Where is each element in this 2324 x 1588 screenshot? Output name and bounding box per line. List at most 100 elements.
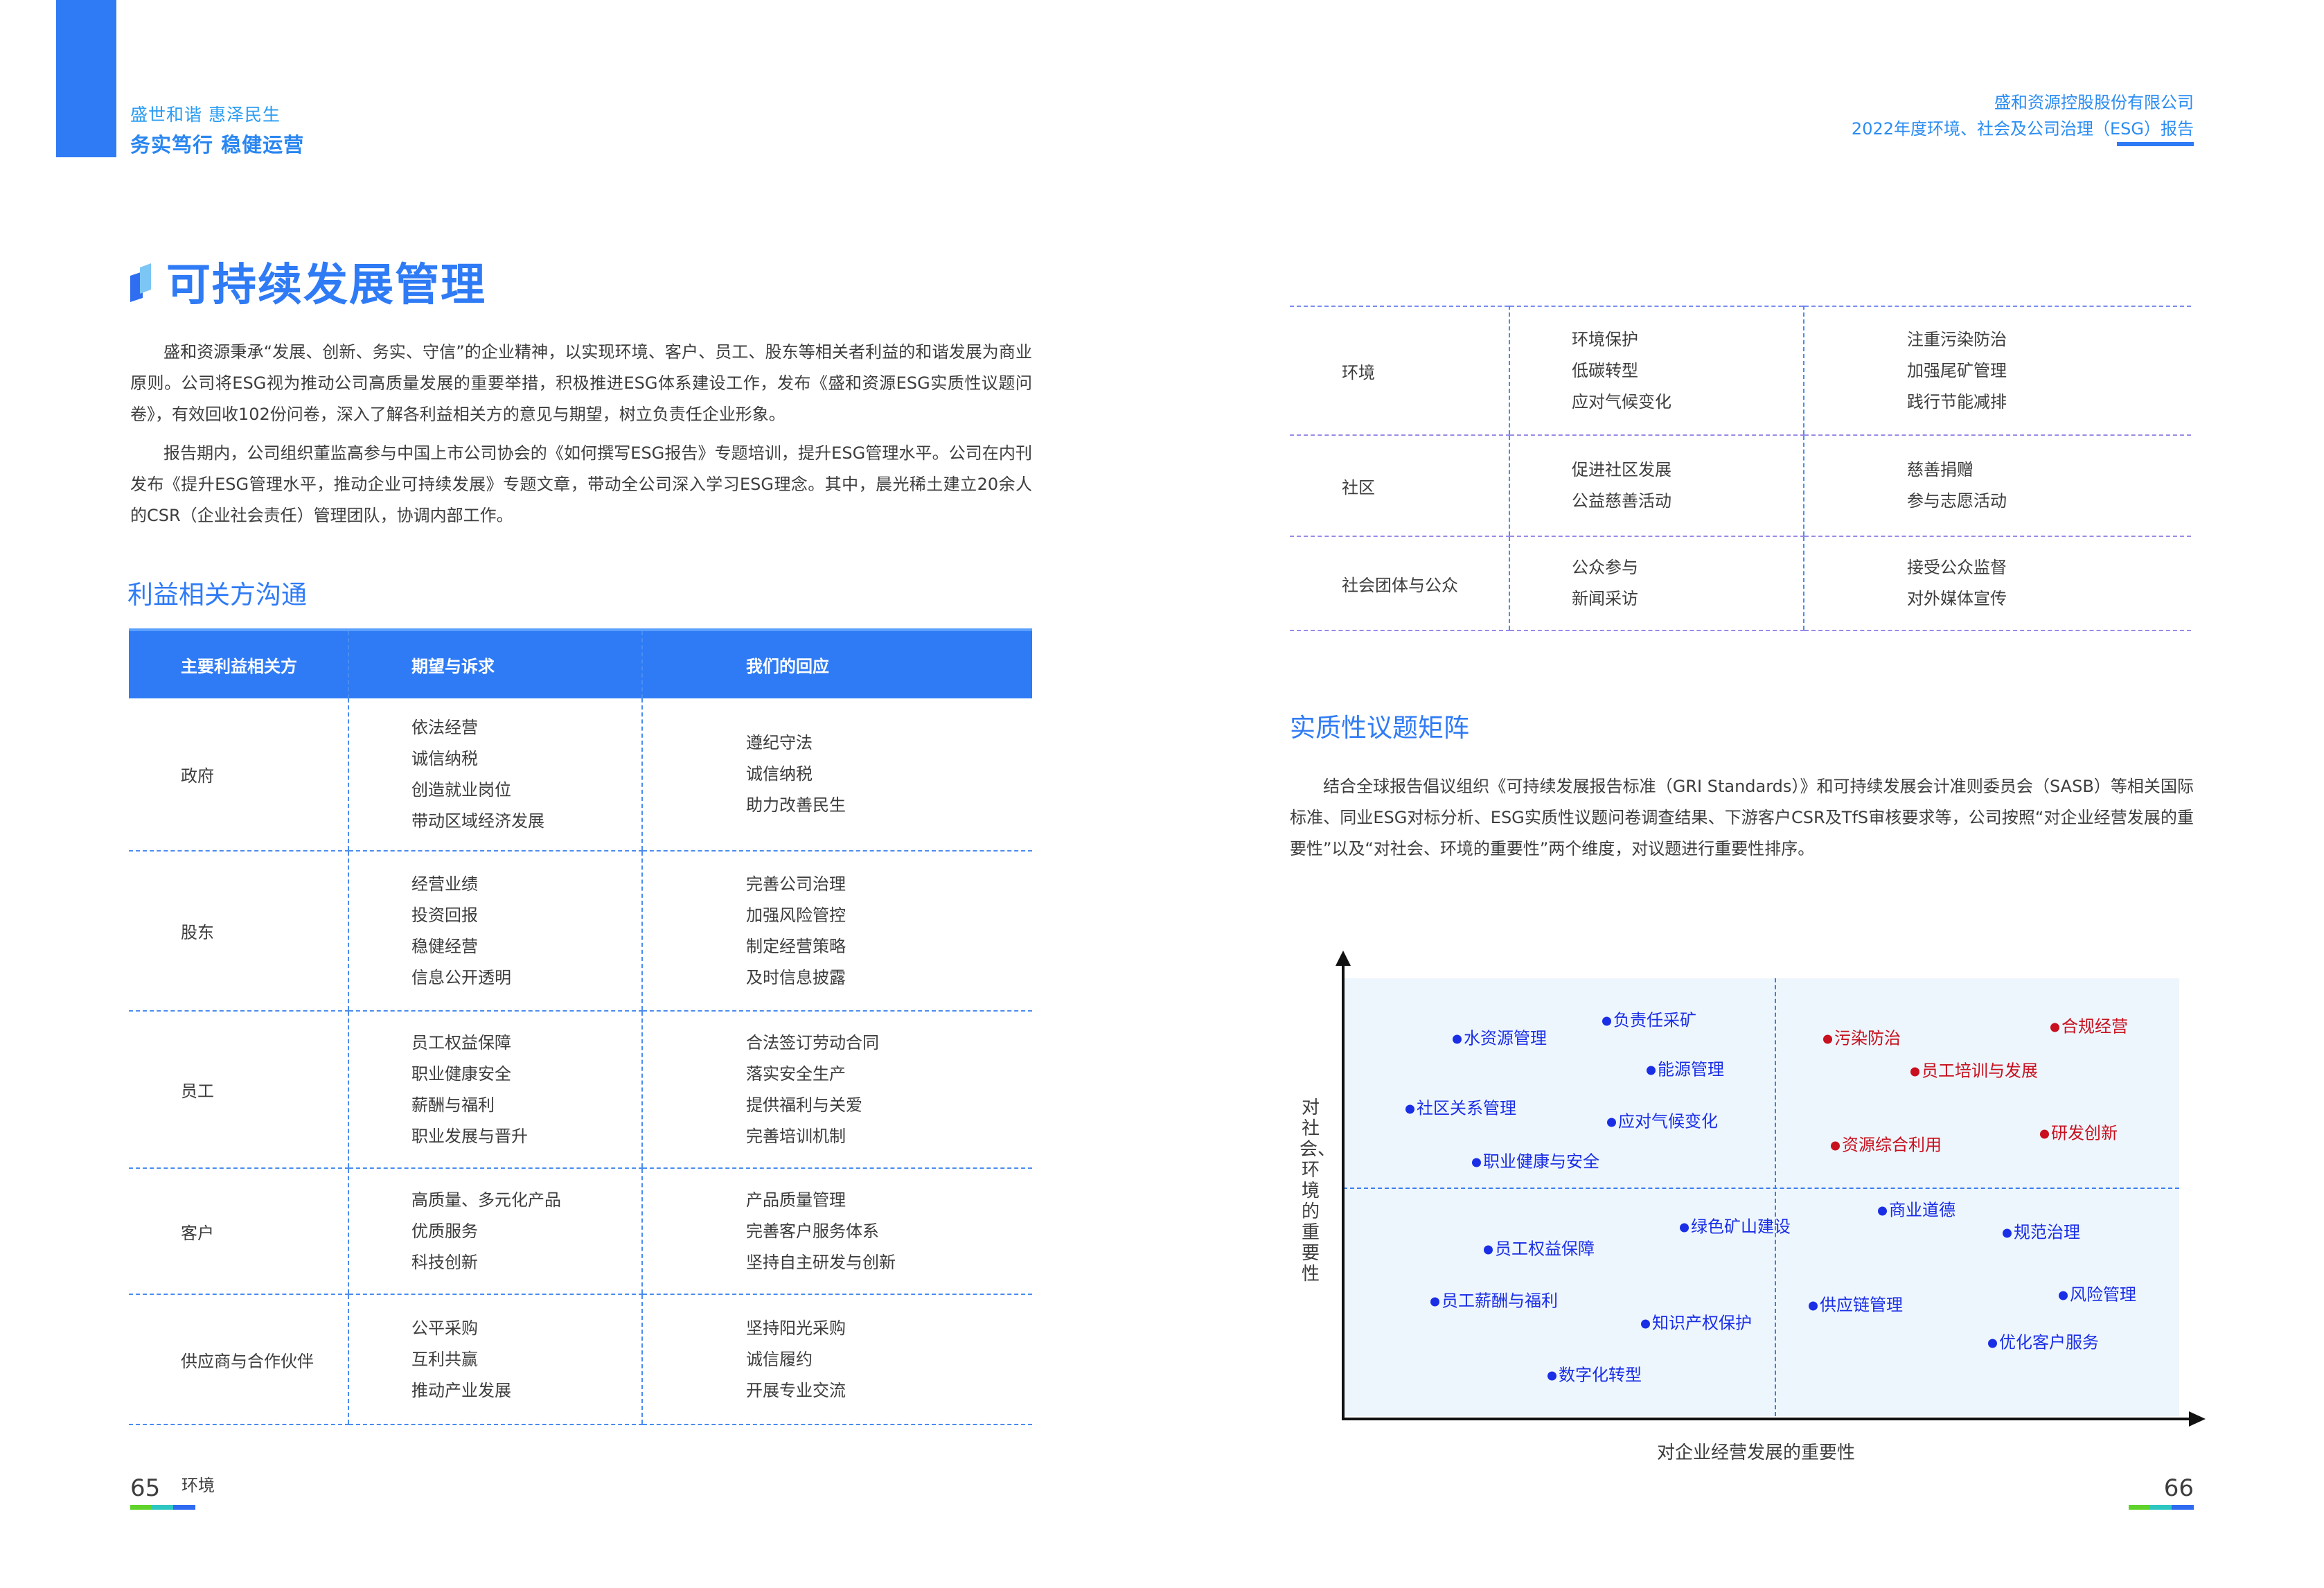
- expectation-item: 低碳转型: [1572, 360, 1638, 380]
- point-label: 绿色矿山建设: [1691, 1217, 1791, 1237]
- footer-section-label: 环境: [181, 1476, 215, 1495]
- matrix-point: 水资源管理: [1453, 1025, 1547, 1049]
- point-marker: [2003, 1228, 2012, 1237]
- stakeholder-name: 供应商与合作伙伴: [129, 1294, 348, 1425]
- page-title: 可持续发展管理: [166, 260, 486, 311]
- expectation-item: 促进社区发展: [1572, 460, 1671, 479]
- expectation-item: 稳健经营: [411, 936, 478, 956]
- matrix-point: 负责任采矿: [1602, 1007, 1696, 1031]
- point-label: 资源综合利用: [1842, 1135, 1942, 1155]
- y-axis-arrow-icon: [1336, 951, 1351, 966]
- point-marker: [1910, 1067, 1919, 1076]
- response-item: 对外媒体宣传: [1907, 589, 2007, 608]
- point-label: 合规经营: [2061, 1016, 2128, 1036]
- expectation-item: 依法经营: [411, 717, 478, 737]
- matrix-point: 职业健康与安全: [1472, 1148, 1599, 1172]
- matrix-point: 污染防治: [1823, 1025, 1901, 1049]
- matrix-point: 员工权益保障: [1484, 1235, 1595, 1260]
- point-marker: [1405, 1104, 1414, 1113]
- point-marker: [1831, 1141, 1840, 1150]
- expectation-item: 高质量、多元化产品: [411, 1190, 561, 1210]
- x-axis-arrow-icon: [2189, 1411, 2206, 1427]
- point-marker: [1680, 1223, 1689, 1232]
- response-item: 加强风险管控: [746, 905, 846, 925]
- point-label: 员工薪酬与福利: [1442, 1291, 1558, 1311]
- x-axis: [1342, 1418, 2197, 1420]
- point-label: 研发创新: [2051, 1123, 2118, 1143]
- point-label: 风险管理: [2070, 1285, 2136, 1305]
- response-item: 及时信息披露: [746, 967, 846, 987]
- point-marker: [1453, 1034, 1462, 1043]
- matrix-point: 员工培训与发展: [1910, 1057, 2038, 1082]
- expectation-item: 公众参与: [1572, 558, 1638, 577]
- header-responses: 我们的回应: [641, 628, 1032, 698]
- point-marker: [1641, 1319, 1650, 1328]
- point-label: 水资源管理: [1464, 1028, 1547, 1048]
- footer-color-bar-right: [2129, 1505, 2194, 1510]
- expectation-item: 带动区域经济发展: [411, 811, 544, 831]
- matrix-point: 风险管理: [2059, 1281, 2136, 1305]
- stakeholder-table: 主要利益相关方 期望与诉求 我们的回应 政府 依法经营 诚信纳税 创造就业岗位 带动区域…: [129, 628, 1032, 1425]
- point-label: 能源管理: [1658, 1059, 1724, 1079]
- stakeholder-table-continued: 环境 环境保护 低碳转型 应对气候变化 注重污染防治 加强尾矿管理 践行节能减排 社区 促进社区…: [1290, 306, 2191, 631]
- expectation-item: 信息公开透明: [411, 967, 511, 987]
- matrix-point: 数字化转型: [1547, 1361, 1642, 1386]
- header-report-title: 2022年度环境、社会及公司治理（ESG）报告: [1851, 119, 2194, 139]
- response-item: 制定经营策略: [746, 936, 846, 956]
- expectation-item: 公益慈善活动: [1572, 491, 1671, 511]
- header-company: 盛和资源控股股份有限公司: [1994, 93, 2194, 112]
- response-item: 加强尾矿管理: [1907, 360, 2007, 380]
- point-label: 数字化转型: [1559, 1365, 1642, 1385]
- point-label: 员工权益保障: [1495, 1239, 1595, 1259]
- expectation-item: 环境保护: [1572, 329, 1638, 349]
- point-label: 负责任采矿: [1613, 1010, 1696, 1030]
- stakeholder-name: 客户: [129, 1168, 348, 1295]
- point-marker: [1547, 1371, 1556, 1380]
- point-label: 员工培训与发展: [1922, 1061, 2038, 1081]
- table-header-row: 主要利益相关方 期望与诉求 我们的回应: [129, 628, 1032, 698]
- matrix-intro-paragraph: 结合全球报告倡议组织《可持续发展报告标准（GRI Standards）》和可持续…: [1290, 777, 2194, 858]
- table-row: 员工 员工权益保障 职业健康安全 薪酬与福利 职业发展与晋升 合法签订劳动合同 落实安全生产…: [129, 1011, 1032, 1169]
- response-item: 诚信履约: [746, 1349, 813, 1369]
- x-axis-label: 对企业经营发展的重要性: [1657, 1443, 1856, 1463]
- point-label: 优化客户服务: [1999, 1332, 2099, 1352]
- point-marker: [1602, 1016, 1611, 1025]
- header-color-block: [56, 0, 116, 157]
- header-stakeholder: 主要利益相关方: [129, 628, 348, 698]
- expectations-cell: 依法经营 诚信纳税 创造就业岗位 带动区域经济发展: [348, 698, 642, 852]
- responses-cell: 慈善捐赠参与志愿活动: [1803, 435, 2191, 537]
- point-label: 商业道德: [1889, 1200, 1955, 1220]
- point-label: 社区关系管理: [1417, 1098, 1516, 1118]
- responses-cell: 坚持阳光采购 诚信履约 开展专业交流: [641, 1294, 1032, 1425]
- response-item: 慈善捐赠: [1907, 460, 1973, 479]
- point-marker: [2059, 1291, 2068, 1300]
- response-item: 接受公众监督: [1907, 558, 2007, 577]
- point-marker: [1472, 1158, 1481, 1167]
- expectations-cell: 经营业绩 投资回报 稳健经营 信息公开透明: [348, 851, 642, 1012]
- point-marker: [1430, 1297, 1439, 1306]
- point-label: 应对气候变化: [1618, 1111, 1718, 1131]
- header-underline: [2117, 142, 2194, 146]
- stakeholder-section-title: 利益相关方沟通: [127, 580, 307, 610]
- point-label: 知识产权保护: [1652, 1313, 1752, 1333]
- point-marker: [2050, 1023, 2059, 1032]
- page-number-left: 65: [130, 1474, 161, 1502]
- point-marker: [1988, 1339, 1997, 1348]
- responses-cell: 完善公司治理 加强风险管控 制定经营策略 及时信息披露: [641, 851, 1032, 1012]
- matrix-point: 优化客户服务: [1988, 1329, 2099, 1353]
- matrix-point: 资源综合利用: [1831, 1131, 1942, 1156]
- stakeholder-name: 政府: [129, 698, 348, 852]
- y-axis: [1342, 960, 1345, 1420]
- expectation-item: 公平采购: [411, 1318, 478, 1338]
- response-item: 遵纪守法: [746, 733, 813, 752]
- expectations-cell: 员工权益保障 职业健康安全 薪酬与福利 职业发展与晋升: [348, 1011, 642, 1169]
- point-label: 职业健康与安全: [1483, 1152, 1599, 1172]
- expectation-item: 互利共赢: [411, 1349, 478, 1369]
- expectations-cell: 高质量、多元化产品 优质服务 科技创新: [348, 1168, 642, 1295]
- response-item: 参与志愿活动: [1907, 491, 2007, 511]
- matrix-section-title: 实质性议题矩阵: [1290, 713, 1469, 743]
- matrix-point: 绿色矿山建设: [1680, 1213, 1791, 1237]
- expectation-item: 诚信纳税: [411, 748, 478, 768]
- expectation-item: 优质服务: [411, 1221, 478, 1241]
- point-label: 规范治理: [2014, 1222, 2080, 1242]
